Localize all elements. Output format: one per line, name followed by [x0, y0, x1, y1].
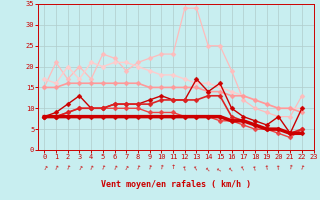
Text: ↑: ↑	[240, 165, 247, 172]
X-axis label: Vent moyen/en rafales ( km/h ): Vent moyen/en rafales ( km/h )	[101, 180, 251, 189]
Text: ↑: ↑	[252, 165, 258, 171]
Text: ↑: ↑	[88, 165, 94, 172]
Text: ↑: ↑	[287, 165, 293, 171]
Text: ↑: ↑	[299, 165, 305, 172]
Text: ↑: ↑	[111, 165, 118, 172]
Text: ↑: ↑	[171, 165, 176, 170]
Text: ↑: ↑	[76, 165, 83, 172]
Text: ↑: ↑	[158, 165, 164, 171]
Text: ↑: ↑	[264, 165, 270, 171]
Text: ↑: ↑	[100, 165, 106, 172]
Text: ↑: ↑	[182, 165, 188, 171]
Text: ↑: ↑	[193, 165, 200, 172]
Text: ↑: ↑	[64, 165, 71, 172]
Text: ↑: ↑	[123, 165, 130, 172]
Text: ↑: ↑	[276, 165, 281, 171]
Text: ↑: ↑	[216, 165, 223, 172]
Text: ↑: ↑	[52, 165, 60, 172]
Text: ↑: ↑	[135, 165, 141, 172]
Text: ↑: ↑	[41, 165, 48, 172]
Text: ↑: ↑	[228, 165, 235, 173]
Text: ↑: ↑	[204, 165, 212, 173]
Text: ↑: ↑	[147, 165, 153, 171]
